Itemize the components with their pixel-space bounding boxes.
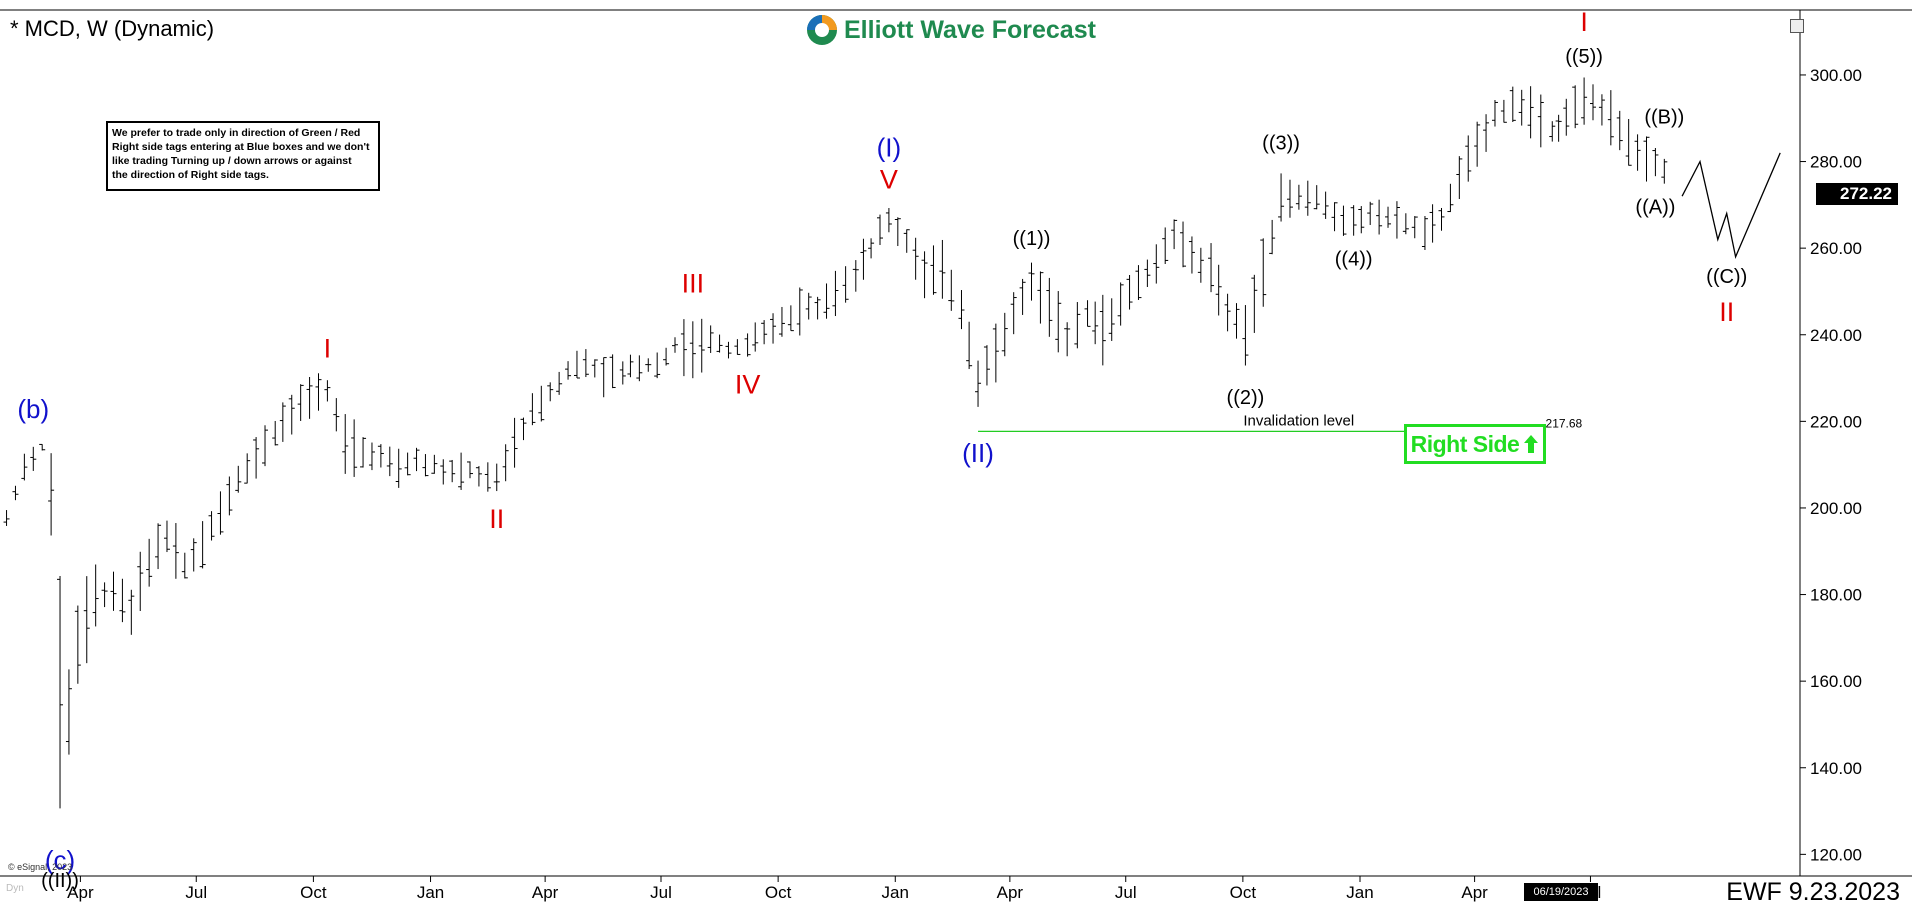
projection-line [1681, 152, 1781, 259]
y-tick-label: 180.00 [1810, 586, 1862, 605]
wave-label: I [324, 333, 332, 363]
x-tick-label: Oct [1230, 883, 1257, 902]
cursor-date-flag: 06/19/2023 [1524, 883, 1598, 901]
wave-label: ((3)) [1262, 133, 1300, 155]
wave-label: (II) [962, 438, 994, 468]
chart-title: * MCD, W (Dynamic) [10, 16, 215, 41]
right-side-tag: Right Side [1404, 424, 1546, 464]
y-tick-label: 260.00 [1810, 239, 1862, 258]
x-tick-label: Apr [532, 883, 559, 902]
x-tick-label: Jul [185, 883, 207, 902]
wave-label: ((B)) [1644, 107, 1684, 129]
x-tick-label: Jan [1346, 883, 1373, 902]
y-axis: 120.00 140.00 160.00 180.00 200.00 220.00 240.… [1800, 66, 1862, 864]
last-price-tag: 272.22 [1816, 183, 1898, 205]
invalidation-value: 217.68 [1546, 416, 1583, 430]
window-toggle-button[interactable] [1790, 19, 1804, 33]
note-line: the direction of Right side tags. [112, 169, 269, 181]
y-tick-label: 140.00 [1810, 759, 1862, 778]
wave-label: ((4)) [1335, 248, 1373, 270]
copyright: © eSignal, 2023 [8, 862, 73, 872]
ewf-date-stamp: EWF 9.23.2023 [1726, 878, 1900, 906]
wave-label: IV [735, 370, 761, 400]
x-tick-label: Oct [300, 883, 327, 902]
projection-path [1681, 152, 1781, 259]
y-tick-label: 300.00 [1810, 66, 1862, 85]
wave-label: (b) [17, 394, 49, 424]
x-tick-label: Apr [1461, 883, 1488, 902]
up-arrow-icon [1524, 435, 1539, 453]
logo: Elliott Wave Forecast [806, 12, 1096, 48]
dyn-label: Dyn [6, 883, 24, 894]
y-tick-label: 120.00 [1810, 845, 1862, 864]
wave-label: ((II)) [41, 870, 79, 892]
x-tick-label: Apr [67, 883, 94, 902]
wave-label: (c) [45, 845, 75, 875]
x-tick-label: Oct [765, 883, 792, 902]
logo-icon [806, 14, 838, 46]
x-tick-label: Jul [1115, 883, 1137, 902]
x-axis: AprJulOctJanAprJulOctJanAprJulOctJanAprJ… [67, 876, 1601, 902]
x-tick-label: Jan [417, 883, 444, 902]
y-tick-label: 240.00 [1810, 326, 1862, 345]
invalidation-label: Invalidation level [1243, 412, 1354, 429]
note-line: Right side tags entering at Blue boxes a… [112, 141, 370, 153]
x-tick-label: Jan [882, 883, 909, 902]
wave-label: (I) [877, 133, 902, 163]
y-tick-label: 280.00 [1810, 153, 1862, 172]
logo-text: Elliott Wave Forecast [844, 15, 1096, 44]
wave-label: ((5)) [1565, 46, 1603, 68]
wave-label: II [489, 504, 504, 534]
y-tick-label: 220.00 [1810, 412, 1862, 431]
wave-label: II [1719, 297, 1734, 327]
wave-label: V [880, 165, 898, 195]
wave-label: I [1580, 7, 1588, 37]
wave-label: ((2)) [1227, 387, 1265, 409]
wave-label: ((1)) [1013, 228, 1051, 250]
x-tick-label: Apr [997, 883, 1024, 902]
wave-label: III [682, 268, 705, 298]
price-bars [3, 77, 1668, 809]
x-tick-label: Jul [650, 883, 672, 902]
wave-labels: (b)(c)((II))IIIIIIIVV(I)(II)((1))((2))((… [17, 7, 1747, 892]
y-tick-label: 200.00 [1810, 499, 1862, 518]
right-side-label: Right Side [1410, 430, 1520, 457]
note-line: like trading Turning up / down arrows or… [112, 155, 352, 167]
y-tick-label: 160.00 [1810, 672, 1862, 691]
note-line: We prefer to trade only in direction of … [112, 127, 361, 139]
trading-note: We prefer to trade only in direction of … [106, 121, 380, 191]
wave-label: ((A)) [1635, 197, 1675, 219]
wave-label: ((C)) [1706, 266, 1747, 288]
